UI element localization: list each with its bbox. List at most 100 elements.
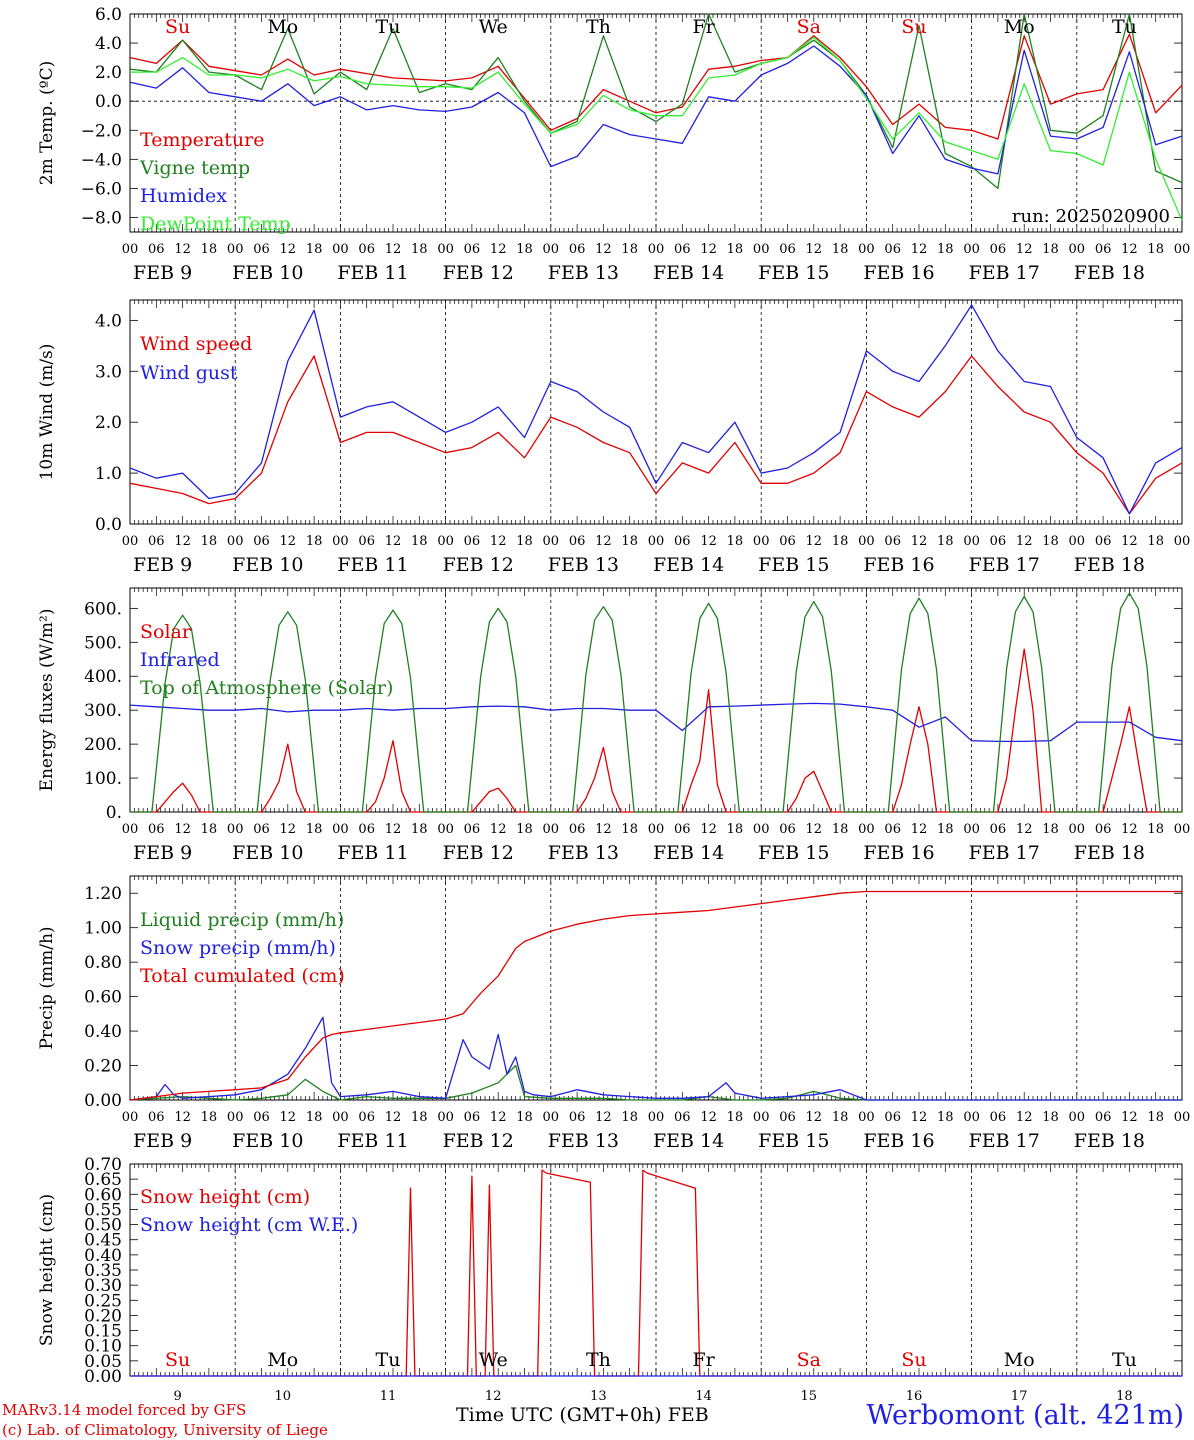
legend-entry: Temperature — [140, 129, 264, 151]
weekday-label: Mo — [1004, 16, 1035, 38]
day-number-label: 12 — [485, 1389, 502, 1404]
y-tick-label: 1.0 — [95, 464, 122, 484]
y-tick-label: 0.65 — [84, 1170, 122, 1190]
hour-label: 12 — [280, 242, 297, 257]
y-tick-label: 0.25 — [84, 1291, 122, 1311]
hour-label: 06 — [253, 242, 270, 257]
y-tick-label: 0.40 — [84, 1246, 122, 1266]
y-tick-label: 0.80 — [84, 953, 122, 973]
hour-label: 00 — [332, 822, 349, 837]
hour-label: 12 — [1016, 1110, 1033, 1125]
hour-label: 12 — [280, 1110, 297, 1125]
hour-label: 18 — [727, 822, 744, 837]
y-tick-label: 0.60 — [84, 988, 122, 1008]
panel-2: 0.0 1.0 2.0 3.0 4.0 10m Wind (m/s) Wind speed W… — [37, 299, 1190, 576]
hour-label: 12 — [700, 822, 717, 837]
hour-label: 12 — [1016, 242, 1033, 257]
hour-label: 06 — [1095, 242, 1112, 257]
hour-label: 18 — [201, 534, 218, 549]
y-tick-label: 0.05 — [84, 1352, 122, 1372]
hour-label: 12 — [280, 822, 297, 837]
y-axis-label: Energy fluxes (W/m²) — [37, 609, 57, 792]
x-axis-title-text: Time UTC (GMT+0h) — [456, 1404, 662, 1426]
date-label: FEB 9 — [133, 262, 192, 284]
hour-label: 18 — [621, 1110, 638, 1125]
hour-label: 12 — [595, 822, 612, 837]
date-label: FEB 10 — [232, 554, 303, 576]
model-credit: MARv3.14 model forced by GFS — [2, 1401, 247, 1419]
hour-label: 06 — [358, 822, 375, 837]
hour-label: 06 — [674, 822, 691, 837]
y-tick-label: 0.00 — [84, 1367, 122, 1387]
y-tick-label: 0.15 — [84, 1322, 122, 1342]
hour-label: 06 — [884, 1110, 901, 1125]
hour-label: 12 — [490, 534, 507, 549]
hour-label: 06 — [674, 534, 691, 549]
hour-label: 18 — [306, 1110, 323, 1125]
date-label: FEB 17 — [969, 554, 1040, 576]
hour-label: 06 — [253, 1110, 270, 1125]
y-tick-label: 0.50 — [84, 1216, 122, 1236]
hour-label: 18 — [727, 1110, 744, 1125]
hour-label: 00 — [1174, 822, 1191, 837]
hour-label: 06 — [884, 534, 901, 549]
y-tick-label: 0.60 — [84, 1185, 122, 1205]
date-label: FEB 16 — [863, 842, 934, 864]
date-label: FEB 15 — [758, 262, 829, 284]
run-annotation: run: 2025020900 — [1012, 206, 1170, 227]
hour-label: 18 — [621, 242, 638, 257]
y-tick-label: 0.20 — [84, 1057, 122, 1077]
panel-3: 0. 100. 200. 300. 400. 500. 600. Energy fluxes … — [37, 587, 1191, 864]
series-line — [130, 592, 1182, 813]
legend-entry: Solar — [140, 621, 192, 643]
hour-label: 00 — [122, 242, 139, 257]
hour-label: 00 — [858, 534, 875, 549]
date-label: FEB 10 — [232, 1130, 303, 1152]
hour-label: 12 — [700, 1110, 717, 1125]
y-tick-label: 500. — [84, 633, 122, 653]
legend-entry: Liquid precip (mm/h) — [140, 909, 344, 931]
hour-label: 18 — [1042, 822, 1059, 837]
hour-label: 18 — [937, 1110, 954, 1125]
hour-label: 18 — [832, 822, 849, 837]
day-number-label: 16 — [906, 1389, 923, 1404]
series-line — [129, 304, 1183, 515]
hour-label: 12 — [595, 242, 612, 257]
hour-label: 18 — [516, 822, 533, 837]
y-tick-label: 200. — [84, 735, 122, 755]
hour-label: 18 — [1147, 822, 1164, 837]
hour-label: 18 — [306, 242, 323, 257]
date-label: FEB 16 — [863, 262, 934, 284]
hour-label: 06 — [779, 822, 796, 837]
panel-4: 0.00 0.20 0.40 0.60 0.80 1.00 1.20 Precip (mm/h… — [37, 875, 1190, 1152]
hour-label: 00 — [227, 534, 244, 549]
hour-label: 06 — [990, 822, 1007, 837]
date-label: FEB 10 — [232, 842, 303, 864]
hour-label: 06 — [148, 1110, 165, 1125]
hour-label: 00 — [648, 1110, 665, 1125]
y-tick-label: 0.10 — [84, 1337, 122, 1357]
hour-label: 00 — [122, 534, 139, 549]
hour-label: 00 — [543, 1110, 560, 1125]
hour-label: 06 — [569, 242, 586, 257]
weekday-label: Tu — [1112, 1349, 1137, 1371]
day-number-label: 13 — [590, 1389, 607, 1404]
hour-label: 12 — [806, 1110, 823, 1125]
hour-label: 00 — [858, 822, 875, 837]
y-tick-label: −4.0 — [81, 150, 122, 170]
day-number-label: 9 — [173, 1389, 181, 1404]
y-tick-label: 0.0 — [95, 515, 122, 535]
date-label: FEB 13 — [548, 1130, 619, 1152]
y-tick-label: 6.0 — [95, 5, 122, 25]
hour-label: 18 — [516, 1110, 533, 1125]
hour-label: 18 — [937, 822, 954, 837]
y-tick-label: 600. — [84, 599, 122, 619]
y-tick-label: 0.55 — [84, 1200, 122, 1220]
hour-label: 06 — [358, 242, 375, 257]
hour-label: 00 — [1069, 534, 1086, 549]
hour-label: 06 — [990, 242, 1007, 257]
series-line — [129, 33, 1183, 140]
hour-label: 06 — [253, 822, 270, 837]
legend-entry: Infrared — [140, 649, 220, 671]
y-tick-label: 1.00 — [84, 919, 122, 939]
